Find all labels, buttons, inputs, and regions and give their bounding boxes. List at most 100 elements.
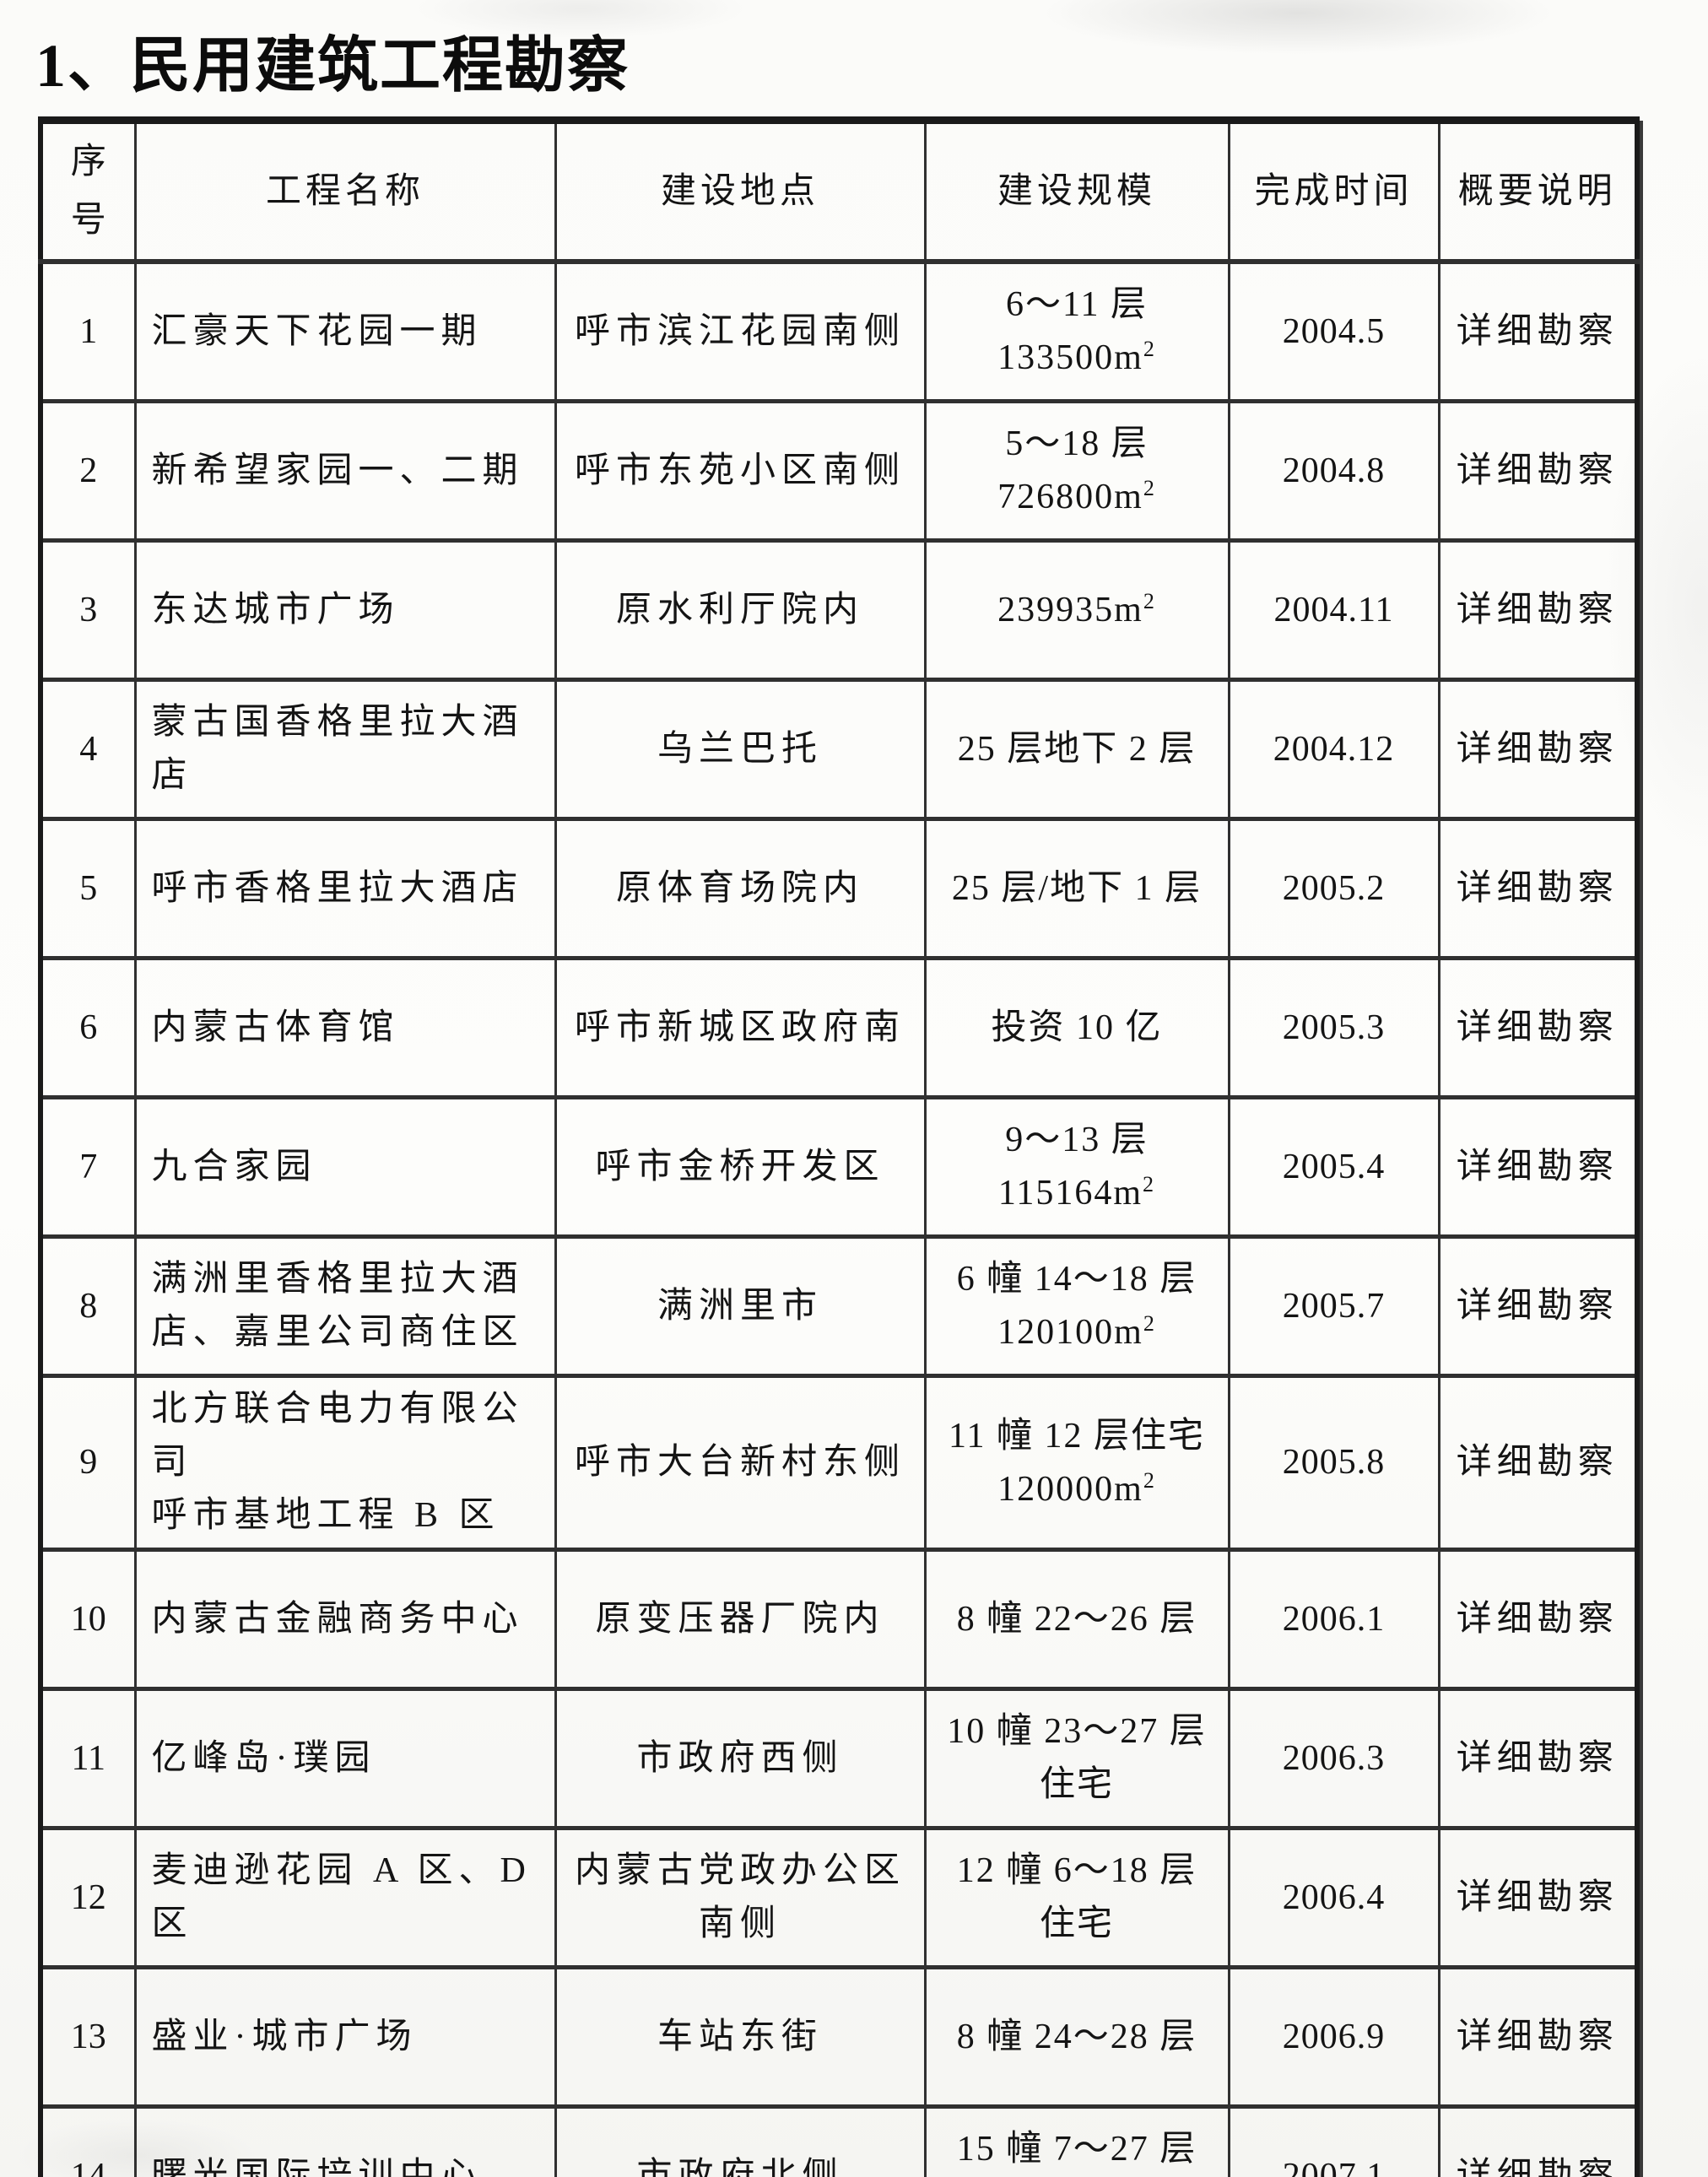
cell-index: 4 — [39, 678, 137, 821]
cell-line: 九合家园 — [151, 1147, 317, 1186]
column-header-label: 建设地点 — [660, 171, 819, 211]
cell-line: 呼市新城区政府南 — [574, 1007, 905, 1047]
section-title: 1、民用建筑工程勘察 — [35, 32, 630, 100]
cell-index: 1 — [39, 259, 137, 403]
cell-completed: 2005.8 — [1227, 1374, 1440, 1552]
cell-line: 呼市滨江花园南侧 — [574, 311, 905, 351]
cell-completed: 2007.1 — [1227, 2104, 1440, 2177]
cell-scale: 15 幢 7～27 层322366m2 — [923, 2104, 1230, 2177]
cell-line: 呼市大台新村东侧 — [574, 1443, 905, 1482]
cell-scale: 12 幢 6～18 层住宅 — [923, 1826, 1230, 1969]
cell-line: 新希望家园一、二期 — [151, 451, 524, 490]
cell-line: 车站东街 — [657, 2017, 823, 2056]
cell-completed: 2004.12 — [1227, 678, 1440, 821]
cell-line: 12 幢 6～18 层 — [956, 1851, 1197, 1890]
cell-line: 15 幢 7～27 层 — [956, 2130, 1197, 2169]
cell-line: 住宅 — [1039, 1904, 1114, 1943]
table-row-14: 14 曙光国际培训中心 市政府北侧 15 幢 7～27 层322366m22007.1… — [39, 2104, 1639, 2177]
column-header-label: 建设规模 — [997, 171, 1156, 211]
cell-location: 呼市滨江花园南侧 — [554, 259, 927, 403]
column-header-location: 建设地点 — [554, 118, 927, 264]
cell-completed: 2006.4 — [1227, 1826, 1440, 1969]
cell-line: 盛业·城市广场 — [151, 2017, 418, 2056]
column-header-summary: 概要说明 — [1437, 118, 1639, 264]
cell-line: 25 层地下 2 层 — [957, 729, 1197, 769]
column-header-index: 序号 — [39, 118, 137, 264]
square-meter-superscript: 2 — [1143, 337, 1156, 361]
cell-line: 8 幢 22～26 层 — [956, 1599, 1197, 1639]
cell-index: 5 — [39, 817, 137, 960]
cell-line: 10 幢 23～27 层 — [947, 1712, 1207, 1751]
cell-line: 11 幢 12 层住宅 — [949, 1416, 1205, 1456]
cell-completed: 2005.3 — [1227, 956, 1440, 1099]
cell-scale: 6 幢 14～18 层 120100m2 — [923, 1234, 1230, 1378]
cell-name: 呼市香格里拉大酒店 — [133, 817, 557, 960]
cell-name: 亿峰岛·璞园 — [133, 1687, 557, 1830]
cell-summary: 详细勘察 — [1437, 1548, 1639, 1691]
cell-scale: 8 幢 22～26 层 — [923, 1548, 1230, 1691]
cell-line: 南侧 — [698, 1904, 781, 1943]
table-head: 序号 工程名称 建设地点 建设规模 完成时间 概要说明 — [39, 118, 1639, 264]
cell-name: 内蒙古体育馆 — [133, 956, 557, 1099]
square-meter-superscript: 2 — [1143, 1467, 1156, 1493]
cell-line: 25 层/地下 1 层 — [951, 868, 1203, 908]
cell-summary: 详细勘察 — [1437, 1374, 1639, 1552]
table-row-5: 5 呼市香格里拉大酒店 原体育场院内 25 层/地下 1 层 2005.2 详细勘察 — [39, 817, 1639, 960]
cell-name: 北方联合电力有限公司呼市基地工程 B 区 — [133, 1374, 557, 1552]
cell-location: 原变压器厂院内 — [554, 1548, 927, 1691]
cell-line: 住宅 — [1039, 1765, 1114, 1804]
table-row-7: 7 九合家园 呼市金桥开发区 9～13 层 115164m2 2005.4 详细勘察 — [39, 1095, 1639, 1239]
cell-scale: 5～18 层 726800m2 — [923, 399, 1230, 543]
cell-name: 新希望家园一、二期 — [133, 399, 557, 543]
cell-scale: 25 层地下 2 层 — [923, 678, 1230, 821]
cell-line: 呼市基地工程 B 区 — [151, 1496, 500, 1535]
cell-line: 6 幢 14～18 层 — [956, 1260, 1197, 1299]
cell-location: 车站东街 — [554, 1965, 927, 2109]
cell-name: 麦迪逊花园 A 区、D 区 — [133, 1826, 557, 1969]
column-header-label: 序号 — [70, 142, 106, 240]
cell-line: 亿峰岛·璞园 — [151, 1738, 376, 1778]
cell-name: 内蒙古金融商务中心 — [133, 1548, 557, 1691]
cell-summary: 详细勘察 — [1437, 259, 1639, 403]
cell-line: 呼市东苑小区南侧 — [574, 451, 905, 490]
cell-completed: 2005.7 — [1227, 1234, 1440, 1378]
cell-summary: 详细勘察 — [1437, 399, 1639, 543]
cell-line: 北方联合电力有限公司 — [151, 1390, 524, 1482]
cell-completed: 2005.4 — [1227, 1095, 1440, 1239]
cell-scale: 9～13 层 115164m2 — [923, 1095, 1230, 1239]
cell-index: 10 — [39, 1548, 137, 1691]
table-row-2: 2 新希望家园一、二期 呼市东苑小区南侧 5～18 层 726800m2 2004.8 详细… — [39, 399, 1639, 543]
table-body: 1 汇豪天下花园一期 呼市滨江花园南侧 6～11 层 133500m2 2004.5 详细勘… — [39, 259, 1639, 2177]
cell-location: 原体育场院内 — [554, 817, 927, 960]
cell-line: 市政府北侧 — [636, 2156, 844, 2177]
cell-line: 6～11 层 — [1006, 285, 1148, 324]
square-meter-superscript: 2 — [1143, 1172, 1156, 1197]
square-meter-superscript: 2 — [1143, 476, 1156, 500]
cell-summary: 详细勘察 — [1437, 956, 1639, 1099]
cell-index: 13 — [39, 1965, 137, 2109]
cell-name: 九合家园 — [133, 1095, 557, 1239]
cell-line: 115164m2 — [997, 1172, 1156, 1213]
cell-name: 满洲里香格里拉大酒 店、嘉里公司商住区 — [133, 1234, 557, 1378]
cell-completed: 2006.9 — [1227, 1965, 1440, 2109]
cell-index: 2 — [39, 399, 137, 543]
cell-index: 8 — [39, 1234, 137, 1378]
cell-completed: 2004.8 — [1227, 399, 1440, 543]
cell-line: 市政府西侧 — [636, 1738, 844, 1778]
cell-index: 3 — [39, 538, 137, 682]
cell-line: 120000m2 — [997, 1467, 1156, 1509]
cell-line: 麦迪逊花园 A 区、D 区 — [151, 1851, 532, 1943]
table-row-12: 12 麦迪逊花园 A 区、D 区内蒙古党政办公区 南侧 12 幢 6～18 层住宅 20… — [39, 1826, 1639, 1969]
cell-scale: 11 幢 12 层住宅 120000m2 — [923, 1374, 1230, 1552]
column-header-label: 概要说明 — [1457, 171, 1617, 211]
column-header-completed: 完成时间 — [1227, 118, 1440, 264]
table-row-8: 8 满洲里香格里拉大酒 店、嘉里公司商住区 满洲里市 6 幢 14～18 层 120100… — [39, 1234, 1639, 1378]
cell-summary: 详细勘察 — [1437, 2104, 1639, 2177]
cell-line: 店、嘉里公司商住区 — [151, 1313, 524, 1352]
cell-line: 蒙古国香格里拉大酒店 — [151, 703, 524, 795]
cell-scale: 6～11 层 133500m2 — [923, 259, 1230, 403]
cell-line: 曙光国际培训中心 — [151, 2156, 483, 2177]
cell-line: 投资 10 亿 — [991, 1007, 1163, 1047]
table-row-9: 9 北方联合电力有限公司 呼市基地工程 B 区呼市大台新村东侧 11 幢 12 层住宅… — [39, 1374, 1639, 1552]
